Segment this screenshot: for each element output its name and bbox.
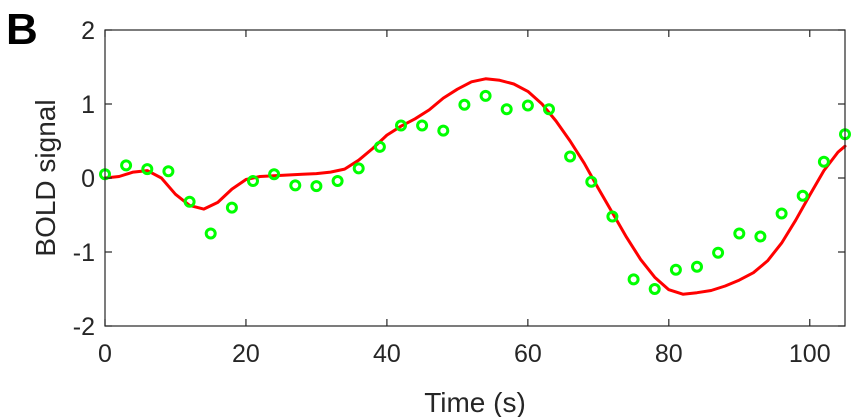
data-point — [331, 175, 344, 187]
data-point — [268, 168, 281, 181]
data-point — [712, 246, 725, 259]
x-tick-label: 20 — [232, 340, 260, 368]
x-tick-label: 40 — [373, 340, 401, 368]
y-tick-label: -1 — [73, 239, 95, 267]
data-point — [733, 227, 746, 240]
data-point — [162, 165, 175, 178]
y-tick-label: 2 — [81, 17, 95, 45]
data-point — [141, 163, 154, 176]
data-point — [691, 260, 703, 273]
data-point — [310, 180, 323, 193]
data-point — [564, 150, 577, 163]
y-axis-title: BOLD signal — [30, 99, 61, 256]
y-tick-label: 0 — [81, 165, 95, 193]
y-tick-label: -2 — [73, 313, 95, 341]
x-tick-label: 0 — [98, 340, 112, 368]
data-point — [585, 175, 598, 188]
data-point — [395, 119, 407, 132]
plot-area — [99, 77, 851, 296]
data-point — [204, 227, 217, 240]
data-point — [775, 207, 788, 220]
data-point — [247, 175, 259, 187]
data-point — [521, 99, 534, 112]
y-tick-label: 1 — [81, 91, 95, 119]
data-point — [606, 210, 619, 223]
data-point — [500, 103, 513, 116]
axis-ticks: 0 20 40 60 80 100 -2 -1 0 1 2 — [73, 17, 845, 368]
data-point — [437, 124, 450, 137]
data-point — [289, 179, 302, 192]
model-fit-line — [103, 77, 847, 296]
data-point — [416, 119, 429, 132]
data-point — [225, 201, 238, 214]
data-point — [183, 195, 196, 208]
data-point — [627, 273, 640, 286]
data-point — [648, 283, 661, 295]
data-point — [458, 98, 471, 111]
panel-label: B — [6, 5, 38, 54]
data-point — [796, 189, 809, 202]
data-point — [120, 159, 133, 172]
x-tick-label: 80 — [655, 340, 683, 368]
data-point — [373, 140, 386, 153]
data-point — [352, 162, 365, 175]
data-point — [754, 230, 767, 243]
x-tick-label: 100 — [789, 340, 831, 368]
data-point — [479, 89, 492, 102]
data-point — [817, 155, 830, 168]
data-point — [669, 263, 682, 276]
data-point — [543, 103, 555, 116]
x-tick-label: 60 — [514, 340, 542, 368]
x-axis-title: Time (s) — [424, 387, 526, 417]
